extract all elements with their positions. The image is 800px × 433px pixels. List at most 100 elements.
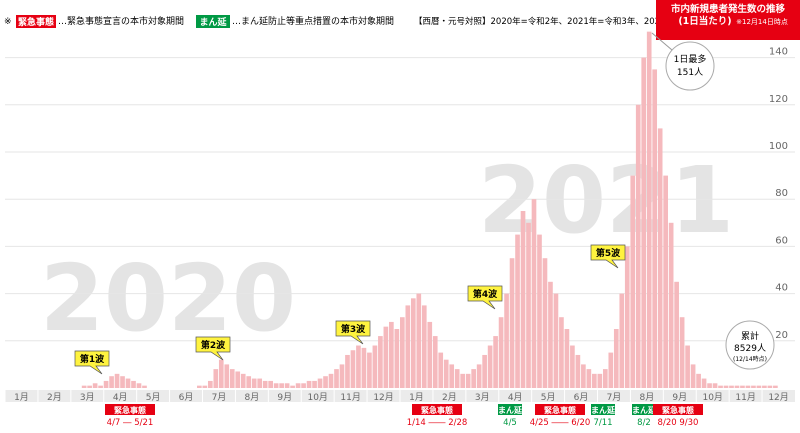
watermark: 2020 (40, 245, 296, 352)
x-tick-label: 12月 (768, 392, 788, 403)
bar (427, 321, 433, 388)
bar (515, 234, 520, 388)
y-tick-label: 140 (769, 47, 788, 58)
x-tick-label: 4月 (113, 392, 128, 403)
callout-line (651, 32, 673, 51)
bar (207, 380, 213, 388)
bar (526, 222, 531, 388)
bar (635, 104, 641, 389)
x-tick-label: 9月 (277, 392, 292, 403)
bar (723, 385, 729, 388)
bar (608, 352, 614, 388)
bar (432, 336, 438, 388)
bar (537, 234, 542, 388)
period-tag-box (412, 404, 462, 415)
period-tag: 緊急事態 (114, 405, 146, 415)
bar (564, 329, 570, 388)
bar (416, 293, 422, 388)
bar (438, 352, 444, 388)
max-label: 151人 (677, 67, 703, 78)
wave-callout (195, 336, 231, 361)
bar (520, 211, 526, 388)
chart-subtitle: (1日当たり) (678, 15, 731, 27)
bar (120, 376, 125, 388)
x-tick-label: 5月 (541, 392, 556, 403)
bar (701, 378, 707, 388)
chart-note: ※12月14日時点 (736, 18, 788, 26)
bar (421, 305, 427, 388)
bar (142, 385, 147, 388)
bar (273, 383, 279, 388)
bar (460, 373, 466, 388)
period-tag-box (535, 404, 585, 415)
watermark: 2021 (478, 147, 734, 254)
bar (87, 385, 92, 388)
callout (665, 41, 715, 91)
bar (114, 373, 120, 388)
bar (323, 376, 328, 388)
bar (762, 385, 767, 388)
bar (602, 369, 608, 388)
x-tick-label: 3月 (80, 392, 95, 403)
chart-title: 市内新規患者発生数の推移 (671, 3, 786, 15)
total-label: (12/14時点) (733, 355, 767, 363)
period-dates: 1/14 ―― 2/28 (407, 418, 468, 428)
wave-label: 第2波 (201, 339, 226, 351)
bar (553, 293, 559, 388)
wave-label: 第3波 (341, 323, 366, 335)
bar (372, 345, 378, 388)
x-tick-label: 8月 (245, 392, 260, 403)
x-tick-label: 11月 (340, 392, 360, 403)
bar (575, 354, 581, 388)
bar (246, 376, 252, 388)
bar (679, 317, 685, 388)
bar (696, 373, 701, 388)
bar (718, 385, 723, 388)
period-tag-box (591, 404, 615, 415)
bar (202, 385, 208, 388)
bar (773, 385, 778, 388)
x-tick-label: 10月 (307, 392, 327, 403)
bar (410, 298, 416, 388)
bar (136, 383, 142, 388)
bar (767, 385, 773, 388)
wave-label: 第1波 (80, 353, 105, 365)
period-tag: 緊急事態 (421, 405, 453, 415)
bar (328, 373, 334, 388)
x-tick-label: 1月 (409, 392, 424, 403)
x-tick-label: 6月 (574, 392, 589, 403)
bar (745, 385, 751, 388)
bar (229, 369, 235, 388)
bar (389, 321, 394, 388)
x-tick-label: 5月 (146, 392, 161, 403)
bar (613, 329, 619, 388)
period-tag: まん延 (498, 405, 523, 415)
bar (476, 364, 482, 388)
x-tick-label: 1月 (14, 392, 29, 403)
y-tick-label: 120 (769, 94, 788, 105)
bar (383, 326, 389, 388)
bar (471, 369, 476, 388)
x-tick-label: 10月 (702, 392, 722, 403)
bar (646, 31, 652, 388)
x-tick-label: 6月 (179, 392, 194, 403)
bar (707, 383, 712, 388)
bar (729, 385, 734, 388)
bar (487, 345, 493, 388)
bar (581, 364, 586, 388)
bar (570, 345, 575, 388)
bar (465, 373, 471, 388)
bar (213, 369, 219, 388)
y-tick-label: 20 (775, 330, 788, 341)
bar (509, 258, 515, 388)
wave-label: 第4波 (473, 288, 498, 300)
bar (262, 380, 268, 388)
bar (295, 383, 301, 388)
bar (197, 385, 202, 388)
x-tick-label: 2月 (47, 392, 62, 403)
bar (542, 258, 548, 388)
x-tick-label: 12月 (373, 392, 393, 403)
bar (125, 378, 131, 388)
x-tick-label: 11月 (735, 392, 755, 403)
bar (92, 383, 98, 388)
